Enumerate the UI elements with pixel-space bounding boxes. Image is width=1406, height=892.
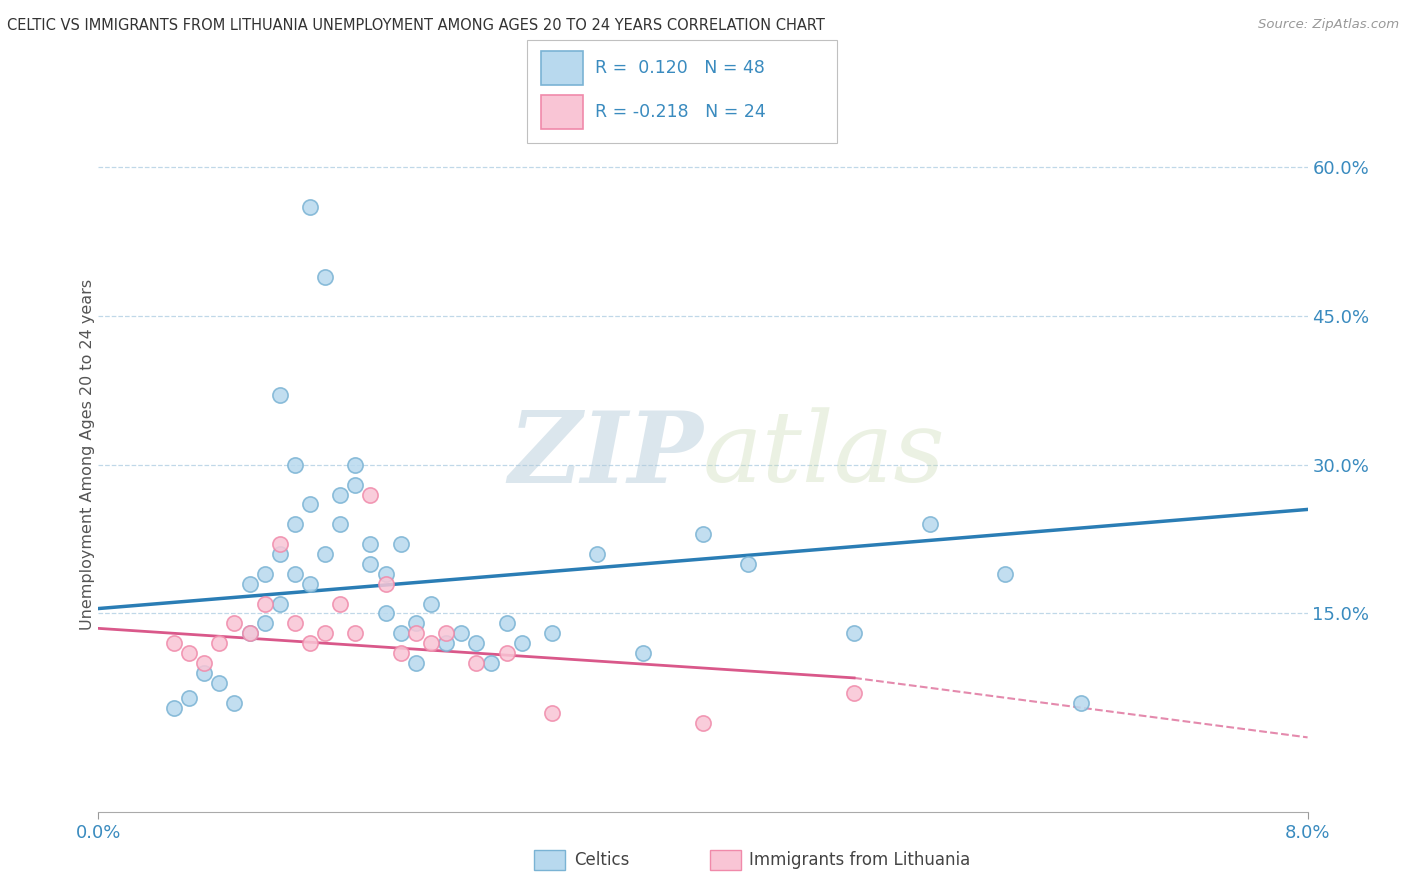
Point [692,527,714,541]
Point [284,616,307,631]
Point [224,616,246,631]
Point [299,636,322,650]
Point [179,646,201,660]
Point [374,576,396,591]
Point [405,626,427,640]
Point [360,537,382,551]
Point [314,626,336,640]
Text: R =  0.120   N = 48: R = 0.120 N = 48 [595,59,765,77]
Point [208,636,231,650]
Point [239,626,262,640]
Point [844,686,866,700]
Point [284,458,307,472]
Point [208,676,231,690]
Point [299,200,322,214]
Point [284,566,307,581]
Point [329,597,352,611]
Point [481,656,503,670]
Y-axis label: Unemployment Among Ages 20 to 24 years: Unemployment Among Ages 20 to 24 years [80,279,94,631]
Point [389,626,412,640]
Point [434,626,457,640]
Point [344,626,367,640]
Point [299,498,322,512]
Point [239,626,262,640]
Text: Source: ZipAtlas.com: Source: ZipAtlas.com [1258,18,1399,31]
Point [844,626,866,640]
Point [314,269,336,284]
Point [374,607,396,621]
Point [1070,696,1092,710]
Point [163,700,186,714]
Point [344,458,367,472]
Point [224,696,246,710]
Point [495,616,517,631]
Point [253,597,276,611]
Point [420,636,443,650]
Point [389,537,412,551]
Point [541,706,564,720]
Point [269,537,291,551]
Point [253,566,276,581]
Point [314,547,336,561]
Point [253,616,276,631]
Point [299,576,322,591]
Point [465,656,488,670]
Point [692,715,714,730]
Text: R = -0.218   N = 24: R = -0.218 N = 24 [595,103,765,121]
Point [344,477,367,491]
Point [994,566,1017,581]
Point [269,547,291,561]
Point [284,517,307,532]
Point [360,557,382,571]
Point [434,636,457,650]
Point [269,597,291,611]
Point [405,656,427,670]
Point [465,636,488,650]
Text: Immigrants from Lithuania: Immigrants from Lithuania [749,851,970,869]
Text: CELTIC VS IMMIGRANTS FROM LITHUANIA UNEMPLOYMENT AMONG AGES 20 TO 24 YEARS CORRE: CELTIC VS IMMIGRANTS FROM LITHUANIA UNEM… [7,18,825,33]
Point [360,487,382,501]
Point [329,517,352,532]
Point [631,646,654,660]
Point [918,517,941,532]
Text: atlas: atlas [703,408,946,502]
Point [329,487,352,501]
Text: Celtics: Celtics [574,851,628,869]
Point [737,557,759,571]
Point [389,646,412,660]
Point [405,616,427,631]
Point [239,576,262,591]
Point [586,547,609,561]
Point [450,626,472,640]
Point [269,388,291,402]
Point [495,646,517,660]
Point [193,665,215,680]
Point [179,690,201,705]
Point [163,636,186,650]
Text: ZIP: ZIP [508,407,703,503]
Point [510,636,533,650]
Point [193,656,215,670]
Point [374,566,396,581]
Point [541,626,564,640]
Point [420,597,443,611]
